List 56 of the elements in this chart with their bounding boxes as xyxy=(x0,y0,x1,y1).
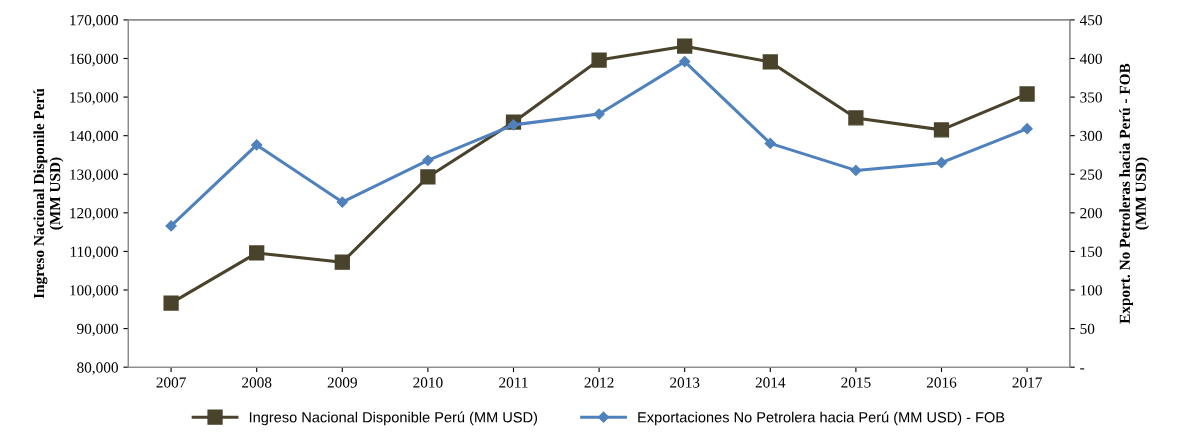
point xyxy=(848,110,864,126)
x-tick-label: 2009 xyxy=(327,377,357,388)
y-tick-label: 130,000 xyxy=(70,169,118,182)
legend-label: Ingreso Nacional Disponible Perú (MM USD) xyxy=(249,411,538,426)
point xyxy=(679,55,691,68)
x-tick-label: 2013 xyxy=(670,377,700,388)
x-tick-label: 2014 xyxy=(755,377,786,388)
y-tick-label: 90,000 xyxy=(77,323,118,337)
point xyxy=(163,295,179,311)
x-tick-label: 2015 xyxy=(841,377,871,388)
y2-tick-label: 200 xyxy=(1080,207,1102,219)
point xyxy=(933,122,950,138)
y2-tick-label: 50 xyxy=(1080,323,1095,335)
x-tick-label: 2007 xyxy=(156,377,186,388)
point xyxy=(336,196,348,208)
y-tick-label: 140,000 xyxy=(70,130,118,144)
y-tick-label: 170,000 xyxy=(70,15,118,28)
point xyxy=(420,169,436,185)
y2-tick-label: 300 xyxy=(1080,130,1102,142)
y2-tick-label: 150 xyxy=(1080,246,1102,257)
y2-tick-label: 400 xyxy=(1079,53,1102,64)
x-tick-label: 2008 xyxy=(242,377,272,388)
point xyxy=(677,38,693,54)
y-tick-label: 110,000 xyxy=(70,246,118,260)
x-tick-label: 2010 xyxy=(413,377,443,388)
y-axis-title: Ingreso Nacional Disponile Perú (MM USD) xyxy=(33,88,64,299)
y-tick-label: 120,000 xyxy=(70,207,118,221)
point xyxy=(1021,123,1033,135)
point xyxy=(422,154,434,166)
point xyxy=(935,157,948,169)
y2-tick-label: 350 xyxy=(1080,92,1102,103)
y2-axis-title: Export. No Petroleras hacia Perú - FOB (MM USD) xyxy=(1119,63,1150,324)
y-tick-label: 150,000 xyxy=(70,92,118,105)
legend-label: Exportaciones No Petrolera hacia Perú (MM USD) - FOB xyxy=(638,411,1005,426)
x-tick-label: 2012 xyxy=(584,377,614,388)
y2-tick-label: 100 xyxy=(1080,285,1102,296)
x-tick-label: 2016 xyxy=(926,377,957,388)
point xyxy=(165,220,177,232)
point xyxy=(251,139,263,151)
point xyxy=(764,137,776,149)
point xyxy=(591,52,607,68)
y2-tick-label: - xyxy=(1080,368,1085,370)
y2-tick-label: 450 xyxy=(1079,15,1102,26)
point xyxy=(249,245,265,261)
y-tick-label: 160,000 xyxy=(70,53,118,67)
point xyxy=(762,54,778,70)
point xyxy=(1019,86,1035,102)
point xyxy=(507,119,520,131)
point xyxy=(334,254,350,270)
point xyxy=(593,108,605,120)
y-tick-label: 100,000 xyxy=(70,285,118,298)
y-tick-label: 80,000 xyxy=(77,362,118,375)
x-tick-label: 2011 xyxy=(499,377,528,388)
y2-tick-label: 250 xyxy=(1080,169,1102,180)
point xyxy=(850,164,862,177)
x-tick-label: 2017 xyxy=(1012,377,1042,388)
